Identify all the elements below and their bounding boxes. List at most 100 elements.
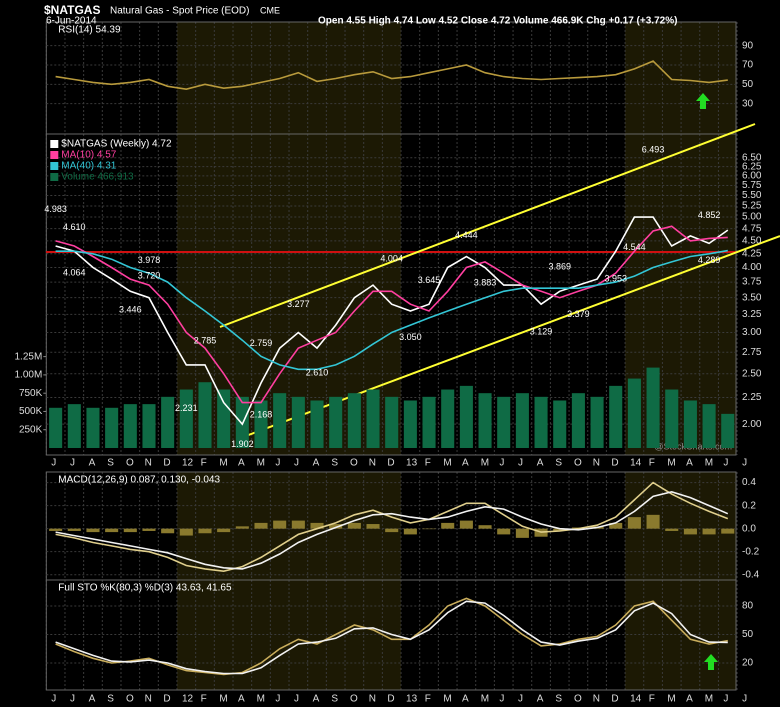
legend-entry: MA(40) 4.31: [61, 161, 116, 172]
price-label: 2.785: [194, 336, 217, 346]
series-line: [55, 60, 728, 91]
series-line: [55, 225, 728, 404]
x-tick-label: J: [275, 694, 280, 705]
x-tick-label: J: [51, 694, 56, 705]
x-tick-label: M: [257, 694, 265, 705]
bar: [49, 407, 63, 448]
instrument-name: Natural Gas - Spot Price (EOD): [110, 6, 249, 17]
bar: [403, 528, 417, 535]
x-tick-label: N: [593, 694, 600, 705]
x-tick-label: D: [611, 458, 618, 469]
y-tick-label: -0.2: [742, 546, 760, 557]
series-line: [55, 490, 729, 570]
bar: [646, 514, 660, 529]
bar: [161, 396, 175, 448]
year-band: [625, 472, 736, 580]
x-tick-label: 12: [182, 694, 194, 705]
price-label: 3.720: [138, 270, 161, 280]
bar: [683, 400, 697, 448]
x-tick-label: A: [313, 694, 320, 705]
bar: [179, 528, 193, 536]
up-arrow: [704, 654, 718, 670]
y-tick-label: -0.4: [742, 569, 760, 580]
x-tick-label: J: [51, 458, 56, 469]
price-label: 1.902: [231, 439, 254, 449]
legend-swatch: [50, 140, 59, 148]
panel-title: RSI(14) 54.39: [58, 25, 121, 36]
price-label: 3.129: [530, 326, 553, 336]
channel-upper: [219, 123, 756, 328]
price-label: 3.645: [418, 275, 441, 285]
bar: [291, 396, 305, 448]
bar: [142, 528, 156, 531]
bar: [646, 367, 660, 448]
x-tick-label: O: [574, 694, 582, 705]
price-label: 3.953: [604, 274, 627, 284]
series-line: [55, 597, 728, 676]
x-tick-label: N: [145, 694, 152, 705]
bar: [478, 525, 492, 529]
bar: [553, 400, 567, 448]
bar: [273, 520, 287, 529]
bar: [497, 396, 511, 448]
x-tick-label: S: [555, 458, 562, 469]
x-tick-label: A: [462, 458, 469, 469]
x-tick-label: F: [649, 458, 655, 469]
x-tick-label: J: [499, 694, 504, 705]
x-tick-label: A: [89, 458, 96, 469]
y-tick-label: 2.25: [742, 392, 762, 403]
bar: [609, 522, 623, 529]
quote: Open 4.55 High 4.74 Low 4.52 Close 4.72 …: [318, 16, 677, 27]
x-tick-label: N: [369, 694, 376, 705]
x-tick-label: J: [723, 694, 728, 705]
y-tick-label: 6.25: [742, 161, 762, 172]
bar: [459, 520, 473, 529]
y-tick-label: 20: [742, 658, 754, 669]
x-tick-label: A: [462, 694, 469, 705]
price-label: 3.883: [474, 278, 497, 288]
price-label: 4.544: [623, 242, 646, 252]
x-tick-label: S: [107, 458, 114, 469]
price-label: 2.231: [175, 403, 198, 413]
series-line: [55, 249, 728, 371]
bar: [273, 393, 287, 448]
bar: [683, 528, 697, 535]
bar: [590, 396, 604, 448]
bar: [702, 528, 716, 535]
x-tick-label: O: [126, 694, 134, 705]
x-tick-label: F: [425, 694, 431, 705]
bar: [665, 389, 679, 448]
y-tick-label: 3.25: [742, 309, 762, 320]
bar: [497, 528, 511, 535]
x-tick-label: J: [723, 458, 728, 469]
bar: [627, 378, 641, 448]
y-tick-label: 4.50: [742, 236, 762, 247]
bar: [235, 526, 249, 529]
x-tick-label: F: [649, 694, 655, 705]
x-tick-label: A: [238, 694, 245, 705]
bar: [198, 528, 212, 534]
x-tick-label: M: [667, 694, 675, 705]
price-label: 3.277: [287, 299, 310, 309]
bar: [478, 393, 492, 448]
x-tick-label: 14: [630, 458, 642, 469]
x-tick-label: 14: [630, 694, 642, 705]
price-label: 3.869: [548, 261, 571, 271]
x-tick-label: M: [481, 694, 489, 705]
bar: [67, 528, 81, 531]
bar: [422, 528, 436, 530]
year-band: [625, 22, 736, 134]
bar: [217, 528, 231, 533]
bar: [254, 522, 268, 529]
series-line: [55, 600, 728, 675]
x-tick-label: O: [574, 458, 582, 469]
series-line: [55, 216, 729, 426]
y-tick-label: 4.25: [742, 248, 762, 259]
legend-entry: $NATGAS (Weekly) 4.72: [61, 139, 172, 150]
x-tick-label: M: [705, 458, 713, 469]
panel-frame: [45, 133, 737, 456]
bar: [142, 404, 156, 448]
price-label: 2.168: [250, 409, 273, 419]
x-tick-label: D: [387, 458, 394, 469]
y-tick-label: 2.00: [742, 419, 762, 430]
